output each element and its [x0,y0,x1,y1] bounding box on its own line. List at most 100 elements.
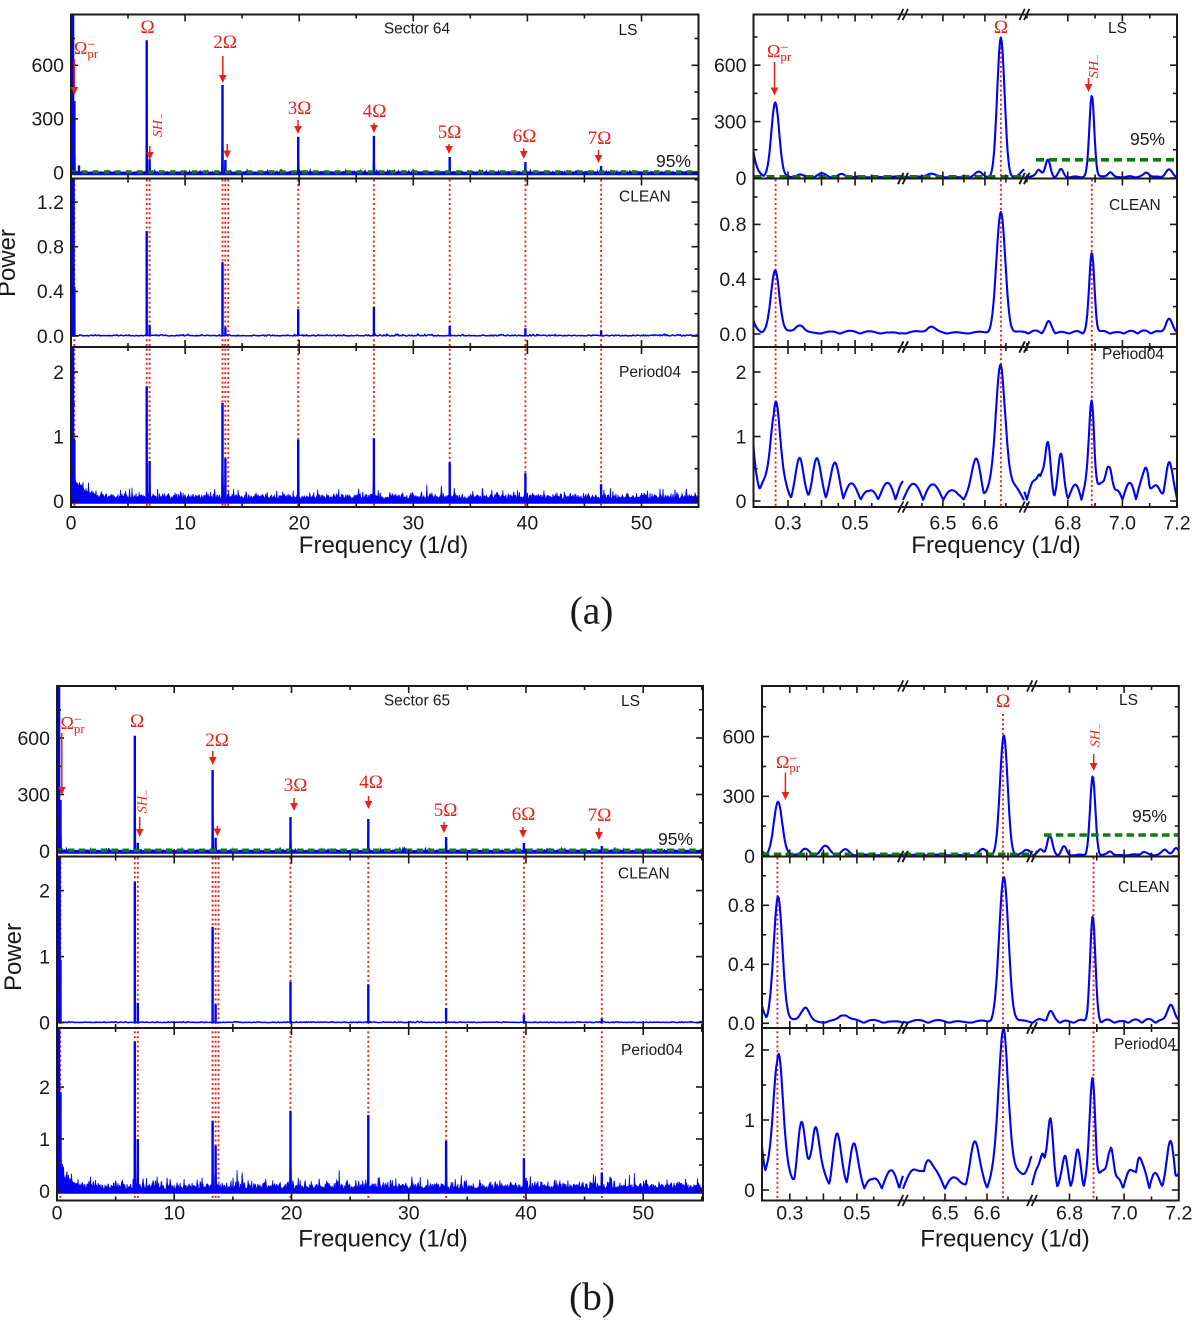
svg-text:2: 2 [736,362,747,384]
svg-text:0: 0 [744,1180,755,1202]
svg-text:0.4: 0.4 [728,954,755,976]
svg-text:Period04: Period04 [1114,1036,1176,1053]
svg-text:0.8: 0.8 [719,214,746,236]
svg-text:600: 600 [17,728,50,750]
svg-text:300: 300 [714,111,747,133]
svg-text:7Ω: 7Ω [588,128,612,149]
svg-text:1: 1 [39,946,50,968]
svg-text:0: 0 [736,491,747,513]
svg-text:30: 30 [398,1203,420,1225]
svg-text:1: 1 [39,1129,50,1151]
svg-text:Ω: Ω [994,17,1008,38]
svg-text:0: 0 [39,1181,50,1203]
svg-text:Ωpr−: Ωpr− [61,712,86,735]
svg-text:0: 0 [53,491,64,513]
svg-text:Ω: Ω [996,691,1010,712]
svg-text:6Ω: 6Ω [513,126,537,147]
svg-text:0: 0 [736,168,747,190]
svg-text:Ωpr−: Ωpr− [74,37,99,60]
svg-text:10: 10 [163,1203,185,1225]
svg-text:2: 2 [39,1077,50,1099]
svg-text:Period04: Period04 [619,364,681,381]
svg-text:600: 600 [722,726,755,748]
svg-text:Frequency (1/d): Frequency (1/d) [298,1226,467,1253]
svg-text:Power: Power [0,923,27,991]
svg-text:0.5: 0.5 [842,513,869,535]
svg-text:1: 1 [736,426,747,448]
svg-text:3Ω: 3Ω [288,98,312,119]
svg-text:1: 1 [53,426,64,448]
svg-text:0: 0 [39,1012,50,1034]
svg-text:CLEAN: CLEAN [1109,197,1161,214]
svg-text:5Ω: 5Ω [434,800,458,821]
svg-text:0.8: 0.8 [37,237,64,259]
svg-text:Ω: Ω [130,711,144,732]
svg-text:2Ω: 2Ω [205,730,229,751]
svg-text:0.0: 0.0 [719,324,746,346]
svg-text:300: 300 [31,109,64,131]
svg-text:2: 2 [39,880,50,902]
svg-text:0: 0 [52,1203,63,1225]
svg-text:6Ω: 6Ω [512,804,536,825]
svg-text:0: 0 [53,162,64,184]
svg-text:0.0: 0.0 [37,326,64,348]
svg-text:95%: 95% [1132,806,1167,826]
svg-text:4Ω: 4Ω [359,772,383,793]
svg-text:6.5: 6.5 [931,1203,958,1225]
svg-text:LS: LS [621,693,640,710]
svg-text:95%: 95% [656,151,691,171]
svg-text:LS: LS [619,22,638,39]
svg-text:7.0: 7.0 [1111,1203,1138,1225]
svg-text:0.5: 0.5 [843,1203,870,1225]
svg-text:4Ω: 4Ω [363,101,387,122]
svg-text:CLEAN: CLEAN [1118,879,1170,896]
svg-text:10: 10 [174,513,196,535]
svg-text:Power: Power [0,229,21,297]
svg-text:Frequency (1/d): Frequency (1/d) [911,532,1080,559]
svg-text:20: 20 [288,513,310,535]
svg-text:LS: LS [1108,20,1127,37]
svg-text:6.8: 6.8 [1054,513,1081,535]
svg-text:300: 300 [722,786,755,808]
svg-text:Sector 65: Sector 65 [384,693,450,710]
svg-text:50: 50 [632,1203,654,1225]
svg-text:Period04: Period04 [621,1042,683,1059]
svg-text:7.2: 7.2 [1163,513,1190,535]
svg-text:6.6: 6.6 [973,1203,1000,1225]
svg-text:40: 40 [517,513,539,535]
svg-text:(b): (b) [569,1275,615,1319]
svg-text:2: 2 [744,1040,755,1062]
svg-text:CLEAN: CLEAN [618,866,670,883]
svg-text:0.8: 0.8 [728,895,755,917]
svg-text:0: 0 [39,841,50,863]
svg-text:Frequency (1/d): Frequency (1/d) [920,1226,1089,1253]
svg-text:7.0: 7.0 [1109,513,1136,535]
svg-text:Ωpr−: Ωpr− [767,40,792,63]
svg-text:95%: 95% [1130,129,1165,149]
svg-text:6.8: 6.8 [1056,1203,1083,1225]
svg-text:300: 300 [17,784,50,806]
svg-text:600: 600 [31,55,64,77]
svg-text:0: 0 [744,846,755,868]
svg-text:CLEAN: CLEAN [619,189,671,206]
svg-text:6.5: 6.5 [929,513,956,535]
svg-text:Period04: Period04 [1102,346,1164,363]
svg-text:7.2: 7.2 [1165,1203,1192,1225]
svg-text:2Ω: 2Ω [213,32,237,53]
svg-text:95%: 95% [658,829,693,849]
svg-text:30: 30 [402,513,424,535]
svg-text:1.2: 1.2 [37,192,64,214]
svg-text:20: 20 [281,1203,303,1225]
svg-text:0.4: 0.4 [719,269,746,291]
svg-text:600: 600 [714,55,747,77]
svg-text:Sector 64: Sector 64 [384,21,451,38]
svg-text:0.4: 0.4 [37,281,64,303]
svg-text:1: 1 [744,1110,755,1132]
svg-text:40: 40 [515,1203,537,1225]
svg-text:Ω: Ω [140,17,154,38]
svg-text:6.6: 6.6 [971,513,998,535]
svg-text:(a): (a) [570,589,614,633]
svg-text:0: 0 [66,513,77,535]
svg-text:0.3: 0.3 [774,513,801,535]
svg-text:Ωpr−: Ωpr− [776,751,801,774]
